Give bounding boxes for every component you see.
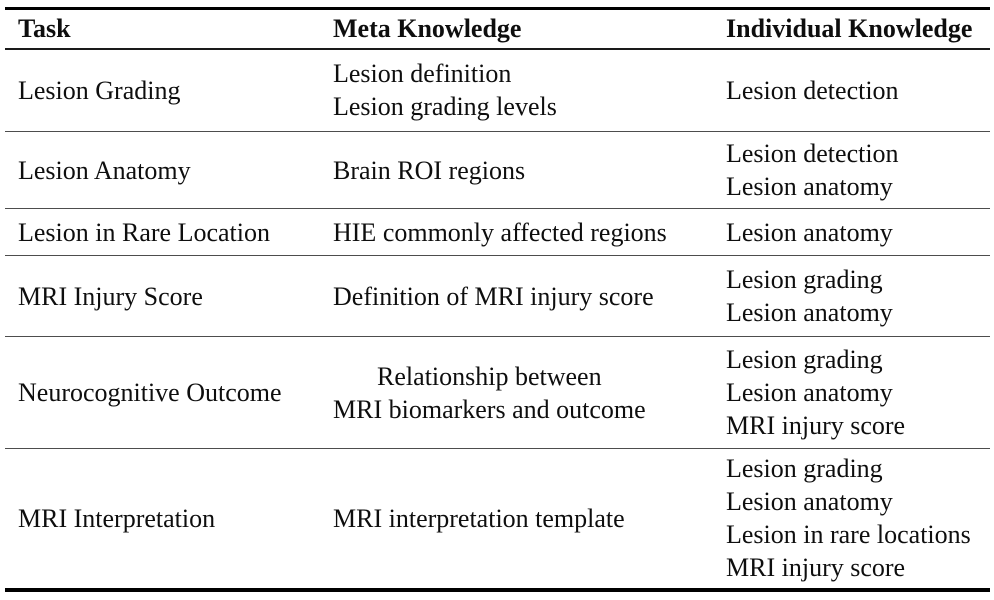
task-cell: MRI Interpretation xyxy=(18,503,216,533)
table-header-row: Task Meta Knowledge Individual Knowledge xyxy=(5,9,990,49)
individual-line: Lesion detection xyxy=(726,139,899,168)
meta-knowledge-cell: HIE commonly affected regions xyxy=(333,209,726,256)
table-row-mri-interpretation: MRI Interpretation MRI interpretation te… xyxy=(5,449,990,590)
individual-line: Lesion grading xyxy=(726,265,883,294)
individual-knowledge-cell: Lesion detection xyxy=(726,49,990,132)
table-row-mri-injury-score: MRI Injury Score Definition of MRI injur… xyxy=(5,256,990,337)
task-cell: Lesion Grading xyxy=(18,75,181,105)
individual-knowledge-cell: Lesion anatomy xyxy=(726,209,990,256)
meta-line: Definition of MRI injury score xyxy=(333,281,654,311)
meta-line: Lesion definition xyxy=(333,59,512,89)
meta-line: Relationship between xyxy=(377,361,602,391)
meta-line: Lesion grading levels xyxy=(333,92,557,122)
individual-line: Lesion grading xyxy=(726,345,883,374)
paper-table-container: Task Meta Knowledge Individual Knowledge… xyxy=(5,7,990,592)
task-cell: MRI Injury Score xyxy=(18,281,203,311)
individual-knowledge-cell: Lesion grading Lesion anatomy xyxy=(726,256,990,337)
table-row-lesion-grading: Lesion Grading Lesion definition Lesion … xyxy=(5,49,990,132)
meta-knowledge-cell: Definition of MRI injury score xyxy=(333,256,726,337)
individual-line: Lesion anatomy xyxy=(726,487,893,517)
meta-line: HIE commonly affected regions xyxy=(333,217,667,247)
column-header-meta-knowledge: Meta Knowledge xyxy=(333,14,522,44)
individual-line: MRI injury score xyxy=(726,553,906,583)
individual-line: Lesion grading xyxy=(726,454,883,484)
table-row-neurocognitive-outcome: Neurocognitive Outcome Relationship betw… xyxy=(5,337,990,449)
meta-knowledge-cell: Relationship between MRI biomarkers and … xyxy=(333,337,726,449)
individual-line: Lesion detection xyxy=(726,75,899,105)
meta-line: Brain ROI regions xyxy=(333,155,526,185)
meta-knowledge-cell: MRI interpretation template xyxy=(333,449,726,590)
individual-knowledge-cell: Lesion grading Lesion anatomy MRI injury… xyxy=(726,337,990,449)
individual-line: MRI injury score xyxy=(726,411,906,440)
individual-line: Lesion anatomy xyxy=(726,378,893,407)
column-header-task: Task xyxy=(18,14,71,44)
individual-line: Lesion anatomy xyxy=(726,217,893,247)
task-cell: Lesion in Rare Location xyxy=(18,217,270,247)
individual-line: Lesion in rare locations xyxy=(726,520,971,550)
meta-knowledge-cell: Lesion definition Lesion grading levels xyxy=(333,49,726,132)
task-cell: Lesion Anatomy xyxy=(18,155,191,185)
individual-knowledge-cell: Lesion detection Lesion anatomy xyxy=(726,132,990,209)
task-cell: Neurocognitive Outcome xyxy=(18,378,282,407)
task-knowledge-table: Task Meta Knowledge Individual Knowledge… xyxy=(5,7,990,592)
table-row-lesion-in-rare-location: Lesion in Rare Location HIE commonly aff… xyxy=(5,209,990,256)
column-header-individual-knowledge: Individual Knowledge xyxy=(726,14,973,44)
individual-line: Lesion anatomy xyxy=(726,172,893,201)
meta-knowledge-cell: Brain ROI regions xyxy=(333,132,726,209)
individual-knowledge-cell: Lesion grading Lesion anatomy Lesion in … xyxy=(726,449,990,590)
meta-line: MRI biomarkers and outcome xyxy=(333,394,646,424)
individual-line: Lesion anatomy xyxy=(726,298,893,327)
table-row-lesion-anatomy: Lesion Anatomy Brain ROI regions Lesion … xyxy=(5,132,990,209)
meta-line: MRI interpretation template xyxy=(333,503,625,533)
meta-centered-block: Relationship between MRI biomarkers and … xyxy=(333,360,646,426)
